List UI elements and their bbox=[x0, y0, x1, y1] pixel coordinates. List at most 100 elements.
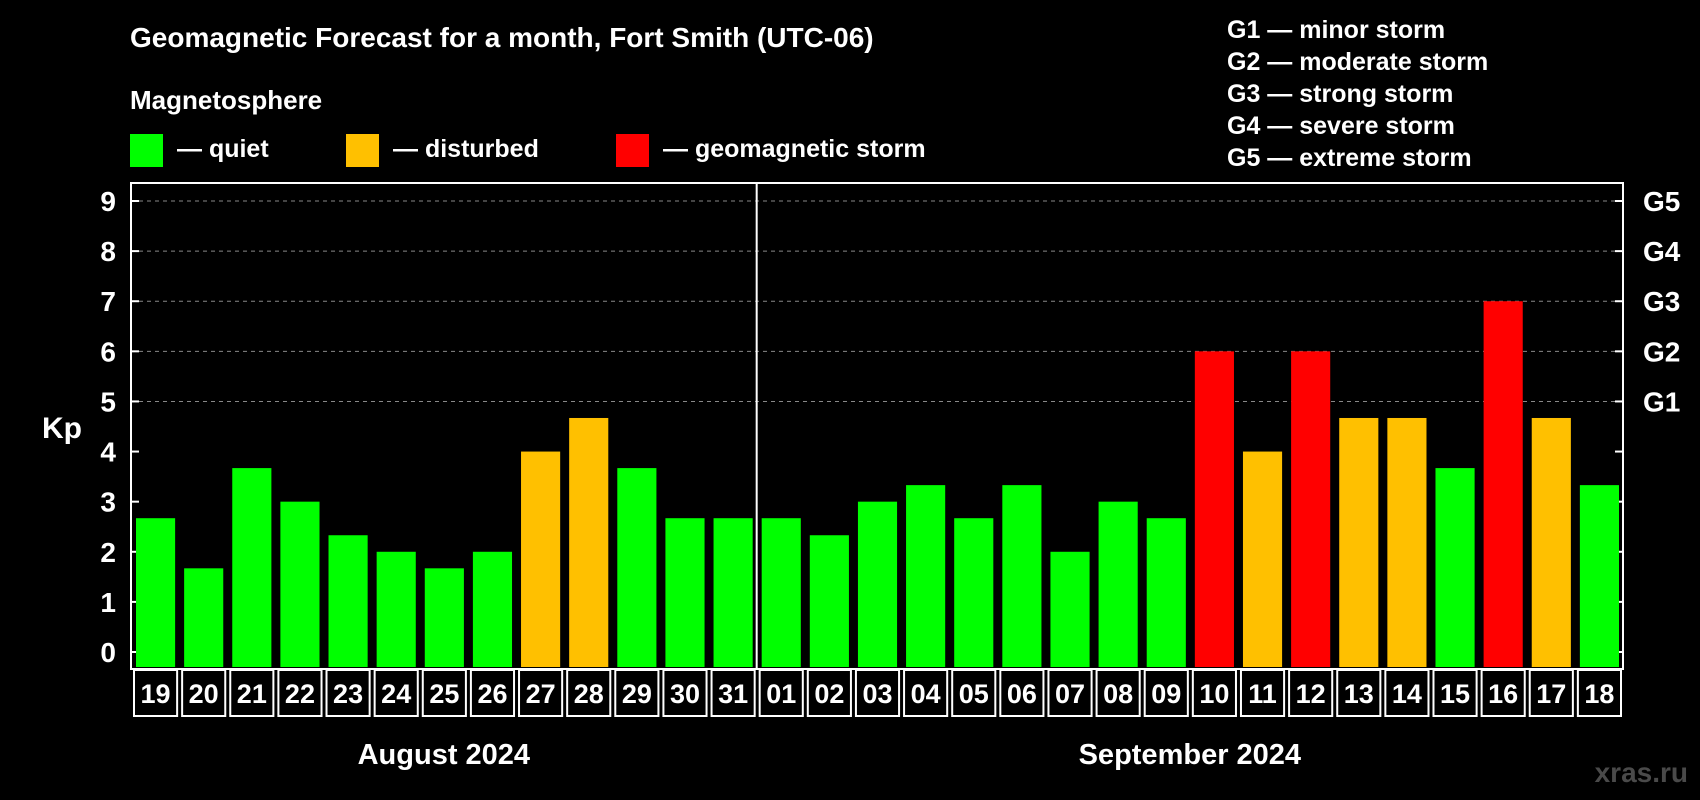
bar-18 bbox=[1002, 485, 1042, 667]
chart-title: Geomagnetic Forecast for a month, Fort S… bbox=[130, 22, 874, 53]
y-tick-label-3: 3 bbox=[100, 487, 116, 518]
y-axis-label: Kp bbox=[42, 412, 82, 445]
bar-28 bbox=[1483, 301, 1523, 667]
day-label-22: 10 bbox=[1199, 679, 1229, 709]
day-label-1: 20 bbox=[189, 679, 219, 709]
day-label-5: 24 bbox=[381, 679, 411, 709]
day-label-0: 19 bbox=[141, 679, 171, 709]
day-label-9: 28 bbox=[574, 679, 604, 709]
bar-23 bbox=[1242, 451, 1283, 667]
legend-title: Magnetosphere bbox=[130, 85, 322, 115]
day-label-13: 01 bbox=[766, 679, 796, 709]
bar-30 bbox=[1579, 485, 1619, 667]
day-box-7 bbox=[469, 669, 516, 717]
bar-27 bbox=[1435, 468, 1475, 667]
day-box-2 bbox=[229, 669, 275, 717]
bar-6 bbox=[424, 568, 464, 667]
g-tick-label-g4: G4 bbox=[1643, 236, 1681, 267]
bar-14 bbox=[809, 535, 849, 667]
bar-3 bbox=[280, 501, 320, 667]
bar-2 bbox=[232, 468, 272, 667]
bar-25 bbox=[1339, 417, 1379, 667]
bar-20 bbox=[1098, 501, 1138, 667]
g-scale-item-1: G2 — moderate storm bbox=[1227, 48, 1488, 76]
bar-10 bbox=[617, 468, 657, 667]
g-tick-label-g1: G1 bbox=[1643, 386, 1680, 417]
day-label-17: 05 bbox=[959, 679, 989, 709]
day-label-20: 08 bbox=[1103, 679, 1133, 709]
day-label-3: 22 bbox=[285, 679, 315, 709]
day-box-9 bbox=[566, 669, 612, 717]
day-label-26: 14 bbox=[1392, 679, 1422, 709]
bar-13 bbox=[761, 518, 801, 667]
day-label-30: 18 bbox=[1584, 679, 1614, 709]
day-box-16 bbox=[903, 669, 949, 717]
day-label-21: 09 bbox=[1151, 679, 1181, 709]
day-label-4: 23 bbox=[333, 679, 363, 709]
bar-9 bbox=[569, 417, 609, 667]
day-label-12: 31 bbox=[718, 679, 748, 709]
bar-5 bbox=[376, 551, 416, 667]
day-label-27: 15 bbox=[1440, 679, 1470, 709]
day-box-4 bbox=[325, 669, 371, 717]
watermark: xras.ru bbox=[1595, 757, 1688, 788]
day-box-18 bbox=[999, 669, 1045, 717]
day-box-20 bbox=[1095, 669, 1141, 717]
legend-swatch-2 bbox=[616, 134, 649, 167]
day-box-3 bbox=[277, 669, 323, 717]
bar-12 bbox=[713, 518, 753, 667]
day-label-24: 12 bbox=[1296, 679, 1326, 709]
bar-19 bbox=[1050, 551, 1090, 667]
legend: — quiet — disturbed — geomagnetic storm bbox=[130, 134, 926, 167]
day-box-8 bbox=[518, 669, 564, 717]
month-label-0: August 2024 bbox=[358, 739, 530, 771]
bar-11 bbox=[665, 518, 705, 667]
day-box-29 bbox=[1528, 669, 1574, 717]
legend-label-1: — disturbed bbox=[393, 135, 539, 163]
day-box-19 bbox=[1047, 669, 1093, 717]
day-label-23: 11 bbox=[1248, 679, 1277, 709]
day-box-23 bbox=[1239, 669, 1286, 717]
day-box-12 bbox=[710, 669, 756, 717]
bar-1 bbox=[184, 568, 224, 667]
day-box-5 bbox=[373, 669, 419, 717]
bar-22 bbox=[1194, 351, 1234, 667]
day-label-6: 25 bbox=[429, 679, 459, 709]
y-tick-label-8: 8 bbox=[100, 236, 116, 267]
day-label-2: 21 bbox=[237, 679, 267, 709]
day-label-16: 04 bbox=[911, 679, 941, 709]
bar-29 bbox=[1531, 417, 1571, 667]
y-tick-label-7: 7 bbox=[100, 286, 116, 317]
day-box-15 bbox=[854, 669, 901, 717]
y-tick-label-0: 0 bbox=[100, 637, 116, 668]
y-tick-label-6: 6 bbox=[100, 336, 116, 367]
day-box-22 bbox=[1191, 669, 1237, 717]
bar-8 bbox=[521, 451, 561, 667]
day-box-21 bbox=[1143, 669, 1189, 717]
bar-0 bbox=[136, 518, 176, 667]
bar-15 bbox=[857, 501, 898, 667]
day-box-10 bbox=[614, 669, 660, 717]
day-label-28: 16 bbox=[1488, 679, 1518, 709]
g-tick-label-g2: G2 bbox=[1643, 336, 1680, 367]
day-label-7: 26 bbox=[477, 679, 507, 709]
g-scale-item-3: G4 — severe storm bbox=[1227, 112, 1455, 140]
day-box-25 bbox=[1336, 669, 1382, 717]
legend-swatch-1 bbox=[346, 134, 379, 167]
day-label-25: 13 bbox=[1344, 679, 1374, 709]
day-box-24 bbox=[1288, 669, 1334, 717]
day-label-11: 30 bbox=[670, 679, 700, 709]
day-label-29: 17 bbox=[1536, 679, 1566, 709]
bar-16 bbox=[906, 485, 946, 667]
day-label-8: 27 bbox=[526, 679, 556, 709]
day-box-11 bbox=[662, 669, 708, 717]
bar-4 bbox=[328, 535, 368, 667]
day-box-1 bbox=[181, 669, 227, 717]
y-tick-label-4: 4 bbox=[100, 437, 116, 468]
g-tick-label-g3: G3 bbox=[1643, 286, 1680, 317]
bar-17 bbox=[954, 518, 994, 667]
day-box-6 bbox=[421, 669, 467, 717]
day-box-27 bbox=[1432, 669, 1478, 717]
